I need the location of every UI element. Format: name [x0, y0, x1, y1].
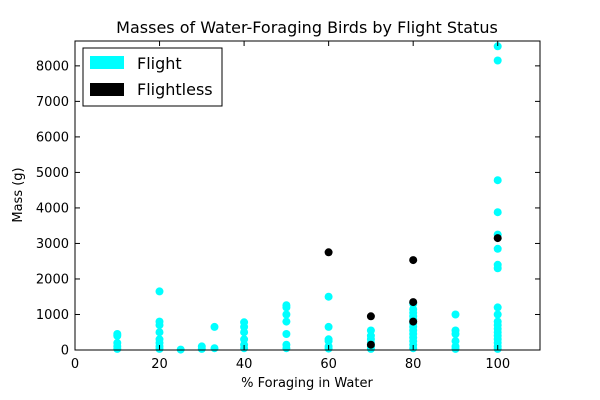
point-flight [282, 310, 291, 319]
point-flight [493, 303, 502, 312]
y-tick-label: 3000 [36, 237, 69, 252]
x-tick-label: 80 [405, 357, 422, 372]
x-tick-label: 60 [320, 357, 337, 372]
legend-label-flightless: Flightless [137, 80, 213, 99]
y-axis-ticks: 0 1000 2000 3000 4000 5000 6000 7000 8000 [36, 59, 540, 359]
y-tick-label: 7000 [36, 95, 69, 110]
point-flight [282, 330, 291, 338]
point-flight [451, 344, 460, 353]
y-tick-label: 4000 [36, 201, 69, 216]
point-flight [493, 244, 502, 253]
point-flight [493, 42, 502, 51]
plot-frame [74, 40, 541, 351]
point-flight [493, 264, 502, 273]
data-points [113, 42, 502, 354]
point-flight [210, 322, 219, 331]
point-flight [282, 344, 291, 353]
legend: Flight Flightless [82, 47, 223, 107]
y-axis-label: Mass (g) [11, 167, 26, 222]
y-tick-label: 0 [61, 344, 69, 359]
point-flight [451, 330, 460, 338]
x-tick-label: 0 [71, 357, 79, 372]
point-flight [493, 208, 502, 217]
chart-title: Masses of Water-Foraging Birds by Flight… [116, 18, 498, 37]
point-flight [282, 303, 291, 312]
x-axis-ticks: 0 20 40 60 80 100 [71, 41, 510, 372]
legend-label-flight: Flight [137, 54, 182, 73]
point-flightless [493, 234, 502, 243]
point-flight [451, 310, 460, 319]
point-flight [155, 328, 164, 337]
point-flight [282, 317, 291, 326]
point-flightless [409, 256, 418, 265]
x-axis-label: % Foraging in Water [241, 376, 373, 391]
point-flightless [409, 298, 418, 307]
point-flight [113, 331, 122, 340]
y-tick-label: 2000 [36, 272, 69, 287]
y-tick-label: 6000 [36, 130, 69, 145]
point-flightless [324, 248, 333, 257]
point-flight [210, 344, 219, 353]
point-flight [324, 292, 333, 301]
legend-swatch-flight [90, 56, 124, 69]
point-flight [155, 321, 164, 330]
point-flightless [366, 340, 375, 349]
point-flight [155, 287, 164, 296]
point-flight [493, 176, 502, 185]
legend-swatch-flightless [90, 83, 124, 96]
point-flight [197, 344, 206, 353]
point-flightless [409, 317, 418, 326]
y-tick-label: 5000 [36, 166, 69, 181]
point-flight [493, 310, 502, 319]
x-tick-label: 40 [236, 357, 253, 372]
point-flight [324, 322, 333, 331]
x-tick-label: 100 [485, 357, 510, 372]
y-tick-label: 1000 [36, 308, 69, 323]
x-tick-label: 20 [151, 357, 168, 372]
point-flight [493, 56, 502, 65]
point-flight [113, 344, 122, 353]
y-tick-label: 8000 [36, 59, 69, 74]
point-flightless [366, 312, 375, 321]
point-flight [240, 328, 249, 337]
